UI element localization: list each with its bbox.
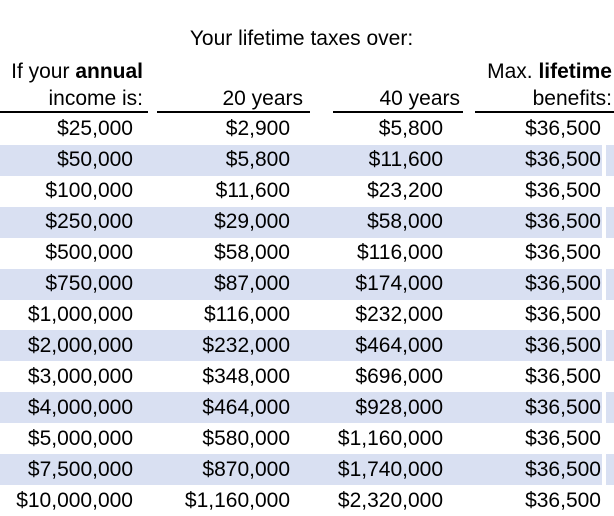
tax40-cell: $23,200 xyxy=(367,179,443,203)
tax20-cell: $1,160,000 xyxy=(184,488,290,512)
benefits-cell: $36,500 xyxy=(525,272,601,296)
income-header-regular: If your xyxy=(11,60,76,83)
tax20-cell: $87,000 xyxy=(214,272,290,296)
header-underline-income xyxy=(0,111,148,113)
tax20-cell: $116,000 xyxy=(203,302,290,326)
table-row: $25,000 $2,900 $5,800 $36,500 xyxy=(0,114,614,145)
tax20-cell: $232,000 xyxy=(202,333,290,357)
benefits-cell: $36,500 xyxy=(525,488,601,512)
benefits-cell: $36,500 xyxy=(525,426,601,450)
tax20-cell: $29,000 xyxy=(214,210,290,234)
income-cell: $5,000,000 xyxy=(27,426,133,450)
table-row: $5,000,000 $580,000 $1,160,000 $36,500 xyxy=(0,423,614,454)
table-row: $50,000 $5,800 $11,600 $36,500 xyxy=(0,144,614,176)
tax20-cell: $5,800 xyxy=(225,148,290,172)
table-row: $1,000,000 $116,000 $232,000 $36,500 xyxy=(0,300,614,331)
income-cell: $2,000,000 xyxy=(27,333,133,357)
income-cell: $25,000 xyxy=(57,117,133,141)
income-cell: $250,000 xyxy=(45,210,133,234)
benefits-header-line1: Max. lifetime xyxy=(463,58,614,85)
benefits-cell: $36,500 xyxy=(525,364,601,388)
benefits-cell: $36,500 xyxy=(525,333,601,357)
income-cell: $750,000 xyxy=(45,272,133,296)
tax20-cell: $580,000 xyxy=(202,426,290,450)
column-header-20-years: 20 years xyxy=(222,87,303,110)
tax40-cell: $696,000 xyxy=(355,364,443,388)
table-row: $3,000,000 $348,000 $696,000 $36,500 xyxy=(0,361,614,392)
tax40-cell: $58,000 xyxy=(367,210,443,234)
benefits-cell: $36,500 xyxy=(525,210,601,234)
tax20-cell: $348,000 xyxy=(202,364,290,388)
income-cell: $3,000,000 xyxy=(27,364,133,388)
table-row: $10,000,000 $1,160,000 $2,320,000 $36,500 xyxy=(0,485,614,516)
header-underline-40-years xyxy=(333,111,463,113)
income-header-line2: income is: xyxy=(48,87,143,110)
table-row: $4,000,000 $464,000 $928,000 $36,500 xyxy=(0,392,614,424)
benefits-cell: $36,500 xyxy=(525,148,601,172)
income-header-line1: If your annual xyxy=(0,58,148,85)
benefits-cell: $36,500 xyxy=(525,457,601,481)
benefits-cell: $36,500 xyxy=(525,302,601,326)
tax20-cell: $464,000 xyxy=(202,395,290,419)
table-row: $250,000 $29,000 $58,000 $36,500 xyxy=(0,206,614,238)
table-title: Your lifetime taxes over: xyxy=(189,27,414,50)
benefits-header-line2: benefits: xyxy=(532,87,612,110)
benefits-cell: $36,500 xyxy=(525,117,601,141)
tax40-cell: $1,160,000 xyxy=(337,426,443,450)
header-underline-20-years xyxy=(157,111,310,113)
header-row-1: If your annual Max. lifetime xyxy=(0,58,614,85)
income-cell: $1,000,000 xyxy=(27,302,133,326)
tax40-cell: $5,800 xyxy=(378,117,443,141)
tax40-cell: $1,740,000 xyxy=(337,457,443,481)
tax20-cell: $58,000 xyxy=(214,241,290,265)
tax40-cell: $11,600 xyxy=(368,148,443,172)
tax40-cell: $174,000 xyxy=(355,272,443,296)
table-row: $100,000 $11,600 $23,200 $36,500 xyxy=(0,176,614,207)
header-underline-benefits xyxy=(475,111,614,113)
income-cell: $4,000,000 xyxy=(27,395,133,419)
benefits-header-bold: lifetime xyxy=(538,60,612,83)
table-row: $7,500,000 $870,000 $1,740,000 $36,500 xyxy=(0,454,614,486)
benefits-cell: $36,500 xyxy=(525,241,601,265)
tax40-cell: $464,000 xyxy=(355,333,443,357)
table-row: $750,000 $87,000 $174,000 $36,500 xyxy=(0,268,614,300)
tax40-cell: $928,000 xyxy=(355,395,443,419)
income-cell: $100,000 xyxy=(45,179,133,203)
tax40-cell: $2,320,000 xyxy=(337,488,443,512)
table-row: $500,000 $58,000 $116,000 $36,500 xyxy=(0,238,614,269)
tax40-cell: $116,000 xyxy=(356,241,443,265)
income-cell: $10,000,000 xyxy=(16,488,133,512)
benefits-cell: $36,500 xyxy=(525,179,601,203)
income-header-bold: annual xyxy=(75,60,143,83)
income-cell: $50,000 xyxy=(57,148,133,172)
tax20-cell: $11,600 xyxy=(215,179,290,203)
tax20-cell: $870,000 xyxy=(202,457,290,481)
header-spacer xyxy=(148,58,463,85)
tax40-cell: $232,000 xyxy=(355,302,443,326)
tax20-cell: $2,900 xyxy=(225,117,290,141)
benefits-header-regular: Max. xyxy=(487,60,539,83)
benefits-cell: $36,500 xyxy=(525,395,601,419)
income-cell: $500,000 xyxy=(45,241,133,265)
table-body: $25,000 $2,900 $5,800 $36,500 $50,000 $5,800 $… xyxy=(0,114,614,516)
table-row: $2,000,000 $232,000 $464,000 $36,500 xyxy=(0,330,614,362)
income-cell: $7,500,000 xyxy=(27,457,133,481)
header-row-2: income is: 20 years 40 years benefits: xyxy=(0,85,614,112)
column-header-40-years: 40 years xyxy=(379,87,460,110)
